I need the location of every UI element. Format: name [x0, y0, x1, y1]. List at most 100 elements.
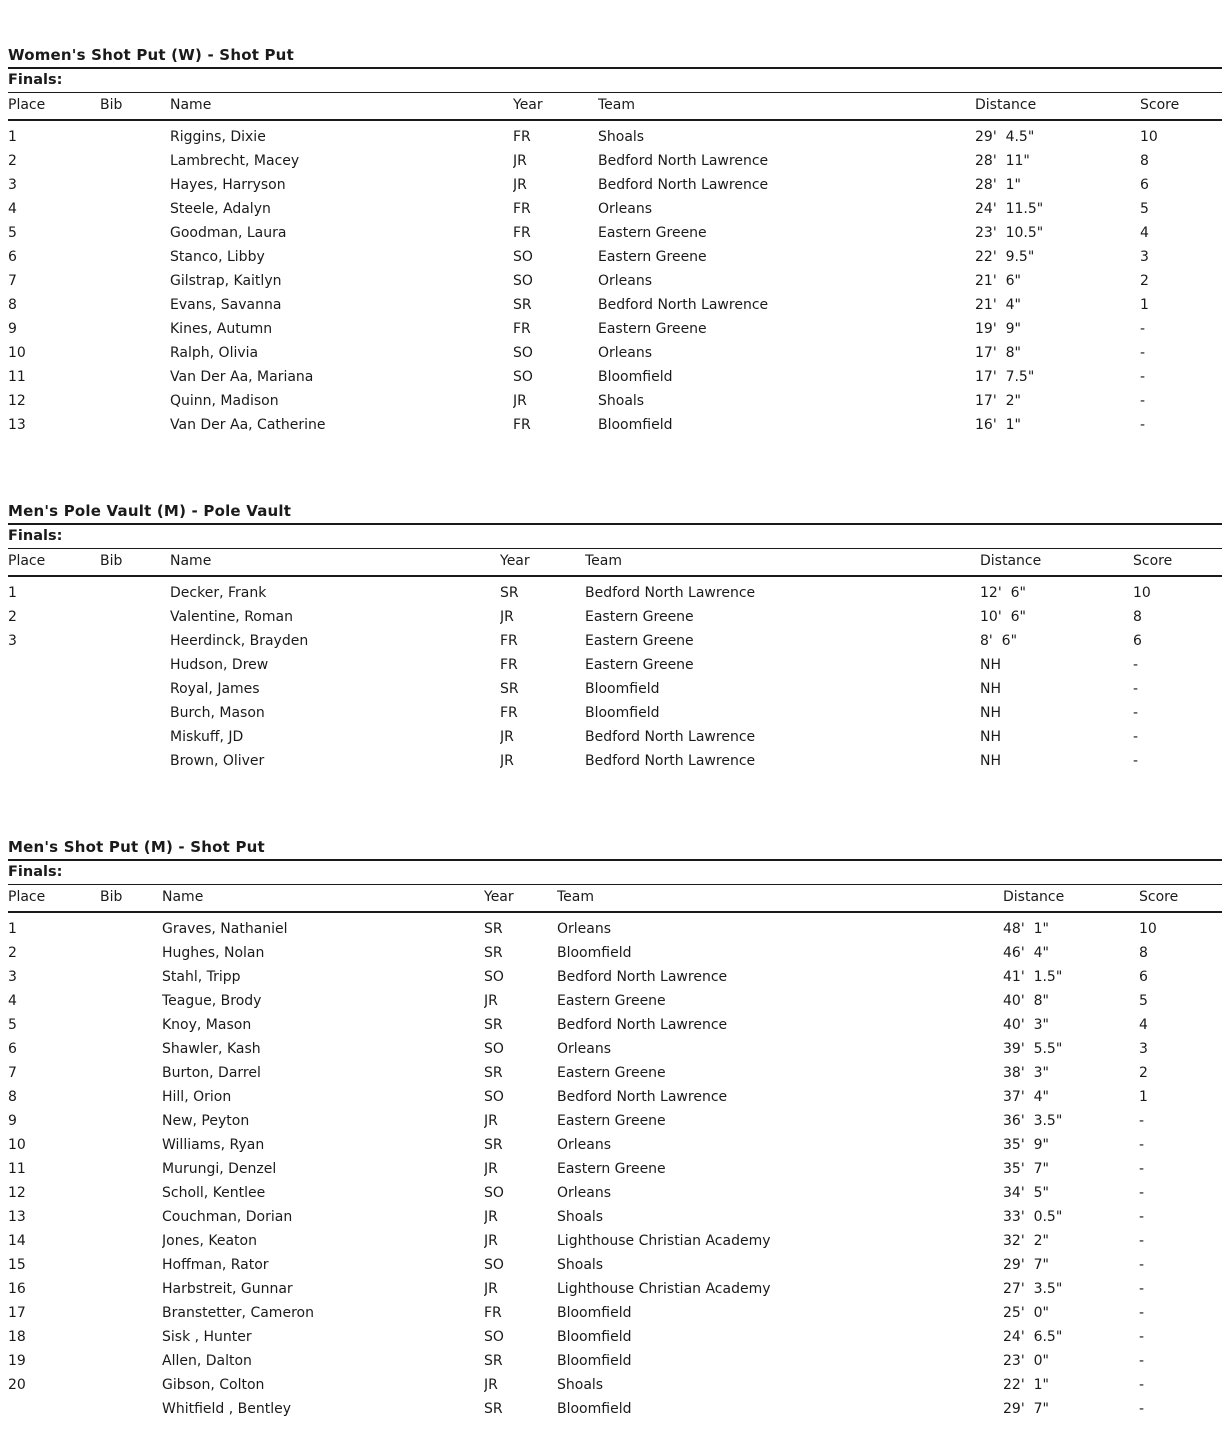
place-cell: 2 — [8, 153, 17, 169]
table-row: 1 Riggins, Dixie FR Shoals 29' 4.5" 10 — [8, 120, 1222, 149]
year-cell: JR — [484, 1113, 498, 1129]
bib-cell — [100, 245, 170, 269]
distance-cell: 21' 4" — [975, 297, 1021, 313]
team-cell: Bedford North Lawrence — [598, 153, 769, 169]
year-cell: SR — [500, 585, 519, 601]
year-cell: JR — [484, 993, 498, 1009]
name-cell: Evans, Savanna — [170, 297, 282, 313]
header-row: Place Bib Name Year Team Distance Score — [8, 885, 1222, 913]
table-row: 4 Steele, Adalyn FR Orleans 24' 11.5" 5 — [8, 197, 1222, 221]
score-cell: - — [1140, 345, 1146, 361]
name-cell: Kines, Autumn — [170, 321, 273, 337]
score-cell: - — [1139, 1113, 1145, 1129]
bib-cell — [100, 653, 170, 677]
distance-cell: 24' 11.5" — [975, 201, 1044, 217]
distance-cell: 17' 2" — [975, 393, 1021, 409]
name-cell: Couchman, Dorian — [162, 1209, 293, 1225]
distance-cell: 34' 5" — [1003, 1185, 1049, 1201]
bib-cell — [100, 989, 162, 1013]
bib-cell — [100, 1229, 162, 1253]
name-cell: Ralph, Olivia — [170, 345, 259, 361]
team-cell: Bloomfield — [557, 945, 632, 961]
name-cell: Burch, Mason — [170, 705, 265, 721]
score-cell: - — [1139, 1233, 1145, 1249]
score-cell: 8 — [1133, 609, 1142, 625]
score-cell: 3 — [1140, 249, 1149, 265]
distance-cell: NH — [980, 705, 1001, 721]
distance-cell: 29' 7" — [1003, 1257, 1049, 1273]
distance-cell: 36' 3.5" — [1003, 1113, 1063, 1129]
place-cell — [8, 749, 100, 773]
team-cell: Eastern Greene — [557, 993, 666, 1009]
year-cell: SR — [484, 1353, 503, 1369]
name-cell: Burton, Darrel — [162, 1065, 261, 1081]
score-cell: - — [1140, 417, 1146, 433]
bib-cell — [100, 1301, 162, 1325]
bib-cell — [100, 576, 170, 605]
results-table: Place Bib Name Year Team Distance Score 1 Decke… — [8, 549, 1222, 773]
year-cell: SR — [484, 1017, 503, 1033]
team-cell: Bloomfield — [585, 705, 660, 721]
score-cell: - — [1133, 681, 1139, 697]
team-cell: Bloomfield — [557, 1329, 632, 1345]
distance-cell: 33' 0.5" — [1003, 1209, 1063, 1225]
year-cell: SR — [484, 1065, 503, 1081]
place-cell: 3 — [8, 969, 17, 985]
score-cell: 10 — [1139, 921, 1157, 937]
score-cell: - — [1140, 369, 1146, 385]
column-header-score: Score — [1140, 93, 1222, 121]
distance-cell: 17' 7.5" — [975, 369, 1035, 385]
table-row: 1 Graves, Nathaniel SR Orleans 48' 1" 10 — [8, 912, 1222, 941]
name-cell: Branstetter, Cameron — [162, 1305, 314, 1321]
column-header-year: Year — [513, 93, 598, 121]
year-cell: SO — [484, 1185, 504, 1201]
event-title: Women's Shot Put (W) - Shot Put — [8, 46, 1222, 69]
results-table: Place Bib Name Year Team Distance Score 1 Grave… — [8, 885, 1222, 1421]
table-row: 2 Lambrecht, Macey JR Bedford North Lawrenc… — [8, 149, 1222, 173]
name-cell: Jones, Keaton — [162, 1233, 257, 1249]
distance-cell: 23' 10.5" — [975, 225, 1044, 241]
place-cell: 8 — [8, 1089, 17, 1105]
team-cell: Lighthouse Christian Academy — [557, 1233, 771, 1249]
year-cell: JR — [484, 1161, 498, 1177]
year-cell: FR — [500, 657, 518, 673]
place-cell: 10 — [8, 1137, 26, 1153]
table-row: 2 Valentine, Roman JR Eastern Greene 10' 6" 8 — [8, 605, 1222, 629]
bib-cell — [100, 1373, 162, 1397]
place-cell: 2 — [8, 609, 17, 625]
name-cell: Harbstreit, Gunnar — [162, 1281, 293, 1297]
score-cell: 1 — [1139, 1089, 1148, 1105]
name-cell: Van Der Aa, Mariana — [170, 369, 314, 385]
name-cell: Lambrecht, Macey — [170, 153, 300, 169]
bib-cell — [100, 365, 170, 389]
year-cell: SR — [513, 297, 532, 313]
place-cell: 11 — [8, 1161, 26, 1177]
distance-cell: 22' 1" — [1003, 1377, 1049, 1393]
bib-cell — [100, 149, 170, 173]
distance-cell: 40' 8" — [1003, 993, 1049, 1009]
team-cell: Orleans — [598, 201, 653, 217]
team-cell: Orleans — [557, 1137, 612, 1153]
score-cell: - — [1139, 1353, 1145, 1369]
place-cell: 17 — [8, 1305, 26, 1321]
score-cell: - — [1139, 1377, 1145, 1393]
table-row: 8 Hill, Orion SO Bedford North Lawrence 37' … — [8, 1085, 1222, 1109]
column-header-team: Team — [598, 93, 975, 121]
table-row: 12 Quinn, Madison JR Shoals 17' 2" - — [8, 389, 1222, 413]
score-cell: - — [1139, 1161, 1145, 1177]
distance-cell: 8' 6" — [980, 633, 1018, 649]
score-cell: 4 — [1139, 1017, 1148, 1033]
year-cell: FR — [513, 129, 531, 145]
table-row: 13 Couchman, Dorian JR Shoals 33' 0.5" - — [8, 1205, 1222, 1229]
team-cell: Bloomfield — [598, 369, 673, 385]
year-cell: SO — [513, 345, 533, 361]
distance-cell: 10' 6" — [980, 609, 1026, 625]
bib-cell — [100, 605, 170, 629]
table-row: 9 New, Peyton JR Eastern Greene 36' 3.5" - — [8, 1109, 1222, 1133]
score-cell: 5 — [1139, 993, 1148, 1009]
year-cell: SR — [484, 945, 503, 961]
name-cell: New, Peyton — [162, 1113, 250, 1129]
name-cell: Brown, Oliver — [170, 753, 265, 769]
name-cell: Graves, Nathaniel — [162, 921, 288, 937]
distance-cell: 23' 0" — [1003, 1353, 1049, 1369]
